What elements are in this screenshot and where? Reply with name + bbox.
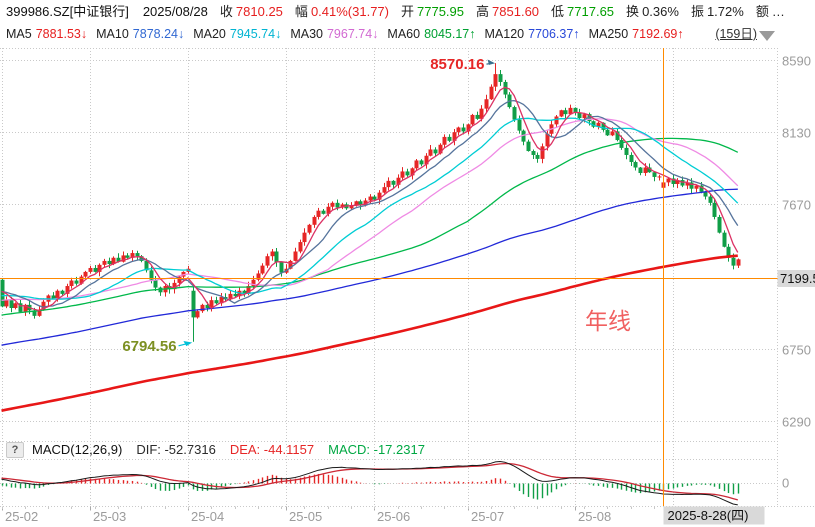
x-axis-month-label: 25-07 [471, 509, 504, 524]
ma30-line [1, 118, 739, 302]
y-axis-tick: 8130 [782, 126, 811, 141]
quote-field: 额… [755, 4, 785, 19]
date-highlight-text: 2025-8-28(四) [668, 508, 749, 523]
ma-legend-item: MA20 7945.74↓ [193, 27, 282, 41]
x-axis-month-label: 25-05 [289, 509, 322, 524]
macd-dea-value: DEA: -44.1157 [229, 442, 315, 457]
macd-macd-value: MACD: -17.2317 [328, 442, 425, 457]
ma10-line [1, 99, 739, 308]
macd-layer [1, 460, 740, 506]
x-axis-month-label: 25-02 [5, 509, 38, 524]
trough-annotation: 6794.56 [122, 338, 176, 355]
quote-field: 低 7717.65 [551, 4, 615, 19]
quote-field: 收 7810.25 [219, 4, 283, 19]
quote-field: 开 7775.95 [401, 4, 465, 19]
y-axis-tick: 6750 [782, 343, 811, 358]
ma120-line [1, 188, 738, 346]
trough-arrow-icon [178, 341, 193, 347]
x-axis-month-label: 25-06 [377, 509, 410, 524]
price-highlight-text: 7199.5 [780, 271, 815, 286]
ma-legend-item: MA5 7881.53↓ [6, 27, 88, 41]
symbol-title: 399986.SZ[中证银行] [6, 4, 129, 19]
annotations-layer: 8570.16 6794.56 年线 [122, 56, 631, 355]
range-selector[interactable]: (159日) [715, 27, 757, 41]
ma20-line [1, 117, 739, 300]
macd-dif-value: DIF: -52.7316 [136, 442, 216, 457]
quote-field: 振 1.72% [690, 4, 744, 19]
ma5-line [1, 86, 739, 312]
macd-zero-label: 0 [782, 476, 789, 491]
ma-legend-item: MA30 7967.74↓ [290, 27, 379, 41]
dif-line [1, 460, 738, 506]
quote-field: 换 0.36% [626, 4, 679, 19]
ma60-line [1, 137, 739, 316]
y-axis-tick: 7670 [782, 198, 811, 213]
date-highlight-label [663, 506, 765, 525]
quote-header: 399986.SZ[中证银行] 2025/08/28 收 7810.25 幅 0.41%(… [0, 0, 815, 23]
x-axis-month-label: 25-08 [578, 509, 611, 524]
quote-date: 2025/08/28 [142, 4, 208, 19]
ma-lines-layer [1, 86, 739, 412]
peak-annotation: 8570.16 [430, 56, 484, 73]
ma-legend-item: MA250 7192.69↑ [588, 27, 684, 41]
y-axis-tick: 8590 [782, 54, 811, 69]
macd-header: ? MACD(12,26,9) DIF: -52.7316 DEA: -44.1157… [0, 442, 777, 458]
grid-layer [0, 48, 815, 507]
ma-legend: MA5 7881.53↓ MA10 7878.24↓ MA20 7945.74↓ MA30 7… [0, 23, 815, 46]
quote-field: 幅 0.41%(31.77) [294, 4, 389, 19]
x-axis-month-label: 25-04 [191, 509, 224, 524]
ma-legend-item: MA10 7878.24↓ [96, 27, 185, 41]
crosshair-layer[interactable]: 7199.5 2025-8-28(四) [0, 48, 815, 525]
y-axis-tick: 6290 [782, 415, 811, 430]
quote-fields: 收 7810.25 幅 0.41%(31.77) 开 7775.95 高 7851.60 低 77… [208, 4, 785, 19]
ma-legend-item: MA60 8045.17↑ [387, 27, 476, 41]
peak-arrow-icon [486, 59, 496, 65]
macd-title: MACD(12,26,9) [32, 442, 123, 457]
price-highlight-label [777, 270, 815, 287]
candles-layer [0, 63, 741, 342]
range-dropdown-arrow-icon[interactable] [759, 31, 775, 41]
quote-field: 高 7851.60 [476, 4, 540, 19]
ma-legend-item: MA120 7706.37↑ [484, 27, 580, 41]
help-icon[interactable]: ? [6, 442, 24, 458]
axes-layer: 8590 8130 7670 6750 6290 0 25-02 25-03 25-04 25-0… [2, 54, 811, 524]
ma250-line [1, 254, 738, 412]
yearline-annotation: 年线 [585, 308, 631, 334]
x-axis-month-label: 25-03 [93, 509, 126, 524]
